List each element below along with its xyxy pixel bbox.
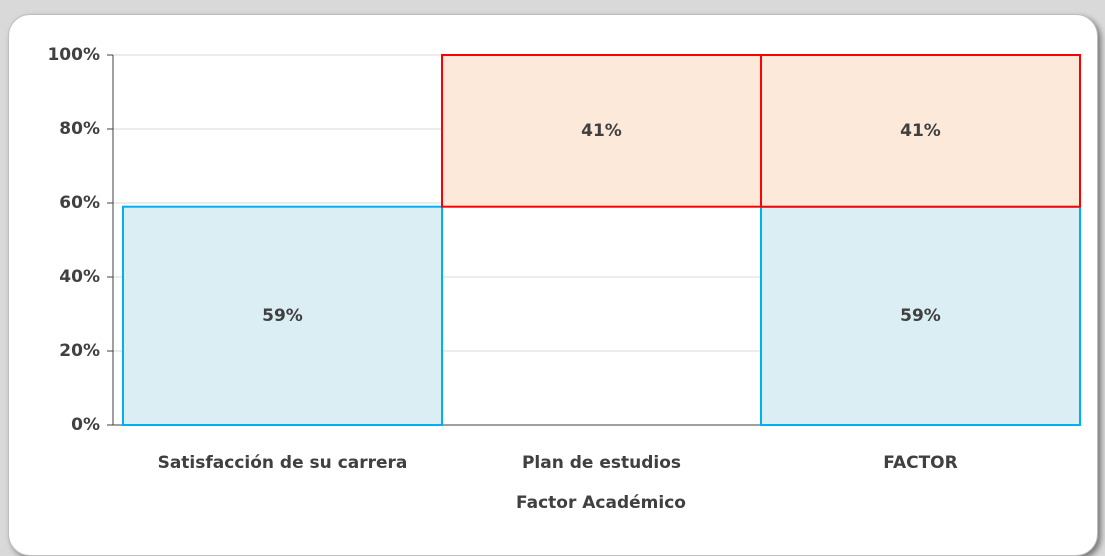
y-tick-label: 80%: [59, 119, 100, 139]
y-tick-label: 100%: [47, 45, 100, 65]
data-label: 41%: [581, 121, 622, 141]
y-tick-label: 60%: [59, 193, 100, 213]
bar-segment: [441, 54, 762, 208]
y-tick-label: 40%: [59, 267, 100, 287]
y-tick-label: 20%: [59, 341, 100, 361]
x-tick-label: Satisfacción de su carrera: [158, 453, 408, 473]
x-axis-title: Factor Académico: [516, 493, 686, 513]
bar-segment: [760, 54, 1081, 208]
data-label: 41%: [900, 121, 941, 141]
bar-segment: [122, 205, 443, 426]
bar-segment: [760, 205, 1081, 426]
x-tick-label: FACTOR: [883, 453, 957, 473]
data-label: 59%: [900, 306, 941, 326]
y-tick-label: 0%: [71, 415, 100, 435]
x-tick-label: Plan de estudios: [522, 453, 681, 473]
data-label: 59%: [262, 306, 303, 326]
